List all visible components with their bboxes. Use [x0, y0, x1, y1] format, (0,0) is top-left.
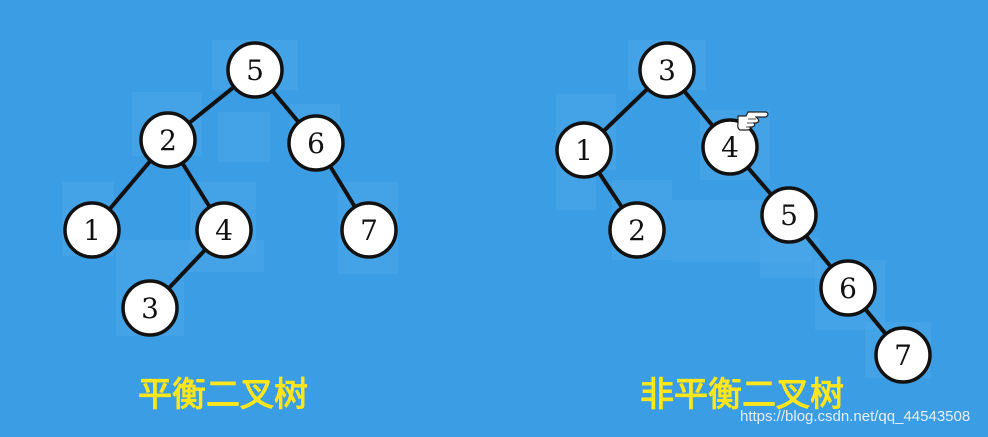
unbalanced_tree-node-3: 3	[638, 41, 696, 99]
unbalanced_tree-node-circle	[819, 259, 877, 317]
unbalanced_tree-node-5: 5	[760, 186, 818, 244]
unbalanced_tree-node-1: 1	[555, 121, 613, 179]
balanced_tree-node-6: 6	[287, 114, 345, 172]
balanced_tree-node-4: 4	[195, 201, 253, 259]
balanced_tree-node-2: 2	[139, 111, 197, 169]
balanced_tree-node-label: 2	[159, 124, 177, 157]
balanced_tree-node-circle	[340, 201, 398, 259]
unbalanced_tree-node-circle	[638, 41, 696, 99]
balanced_tree-node-label: 1	[83, 214, 101, 247]
balanced_tree-node-circle	[121, 279, 179, 337]
unbalanced_tree-node-circle	[760, 186, 818, 244]
unbalanced-tree-caption: 非平衡二叉树	[640, 375, 844, 415]
unbalanced_tree-node-label: 6	[839, 272, 857, 305]
balanced_tree-node-1: 1	[63, 201, 121, 259]
balanced_tree-node-label: 7	[360, 214, 378, 247]
unbalanced_tree-node-circle	[555, 121, 613, 179]
unbalanced_tree-node-circle	[701, 118, 759, 176]
balanced_tree-node-circle	[139, 111, 197, 169]
unbalanced_tree-node-4: 4	[701, 118, 759, 176]
unbalanced_tree-node-label: 4	[721, 131, 739, 164]
unbalanced_tree-node-label: 3	[658, 54, 676, 87]
balanced_tree-node-label: 6	[307, 127, 325, 160]
tree-nodes: 5 2 6 1 4 7 3 3 1 4 2 5 6 7	[63, 41, 932, 384]
unbalanced_tree-node-7: 7	[874, 326, 932, 384]
unbalanced_tree-node-label: 2	[628, 214, 646, 247]
balanced_tree-highlight-2	[218, 112, 270, 162]
pointing-hand-icon	[737, 111, 769, 131]
unbalanced_tree-node-2: 2	[608, 201, 666, 259]
balanced_tree-node-circle	[226, 41, 284, 99]
balanced_tree-node-5: 5	[226, 41, 284, 99]
balanced_tree-node-3: 3	[121, 279, 179, 337]
unbalanced_tree-node-label: 1	[575, 134, 593, 167]
balanced_tree-node-label: 5	[246, 54, 264, 87]
balanced_tree-node-circle	[287, 114, 345, 172]
balanced_tree-node-label: 4	[215, 214, 233, 247]
watermark-url: https://blog.csdn.net/qq_44543508	[740, 408, 971, 425]
unbalanced_tree-node-circle	[608, 201, 666, 259]
balanced_tree-node-circle	[195, 201, 253, 259]
unbalanced_tree-node-label: 7	[894, 339, 912, 372]
balanced_tree-node-7: 7	[340, 201, 398, 259]
unbalanced_tree-highlight-6	[760, 238, 820, 278]
balanced_tree-node-label: 3	[141, 292, 159, 325]
unbalanced_tree-node-label: 5	[780, 199, 798, 232]
balanced-tree-caption: 平衡二叉树	[138, 375, 308, 415]
unbalanced_tree-node-6: 6	[819, 259, 877, 317]
unbalanced_tree-node-circle	[874, 326, 932, 384]
balanced_tree-node-circle	[63, 201, 121, 259]
